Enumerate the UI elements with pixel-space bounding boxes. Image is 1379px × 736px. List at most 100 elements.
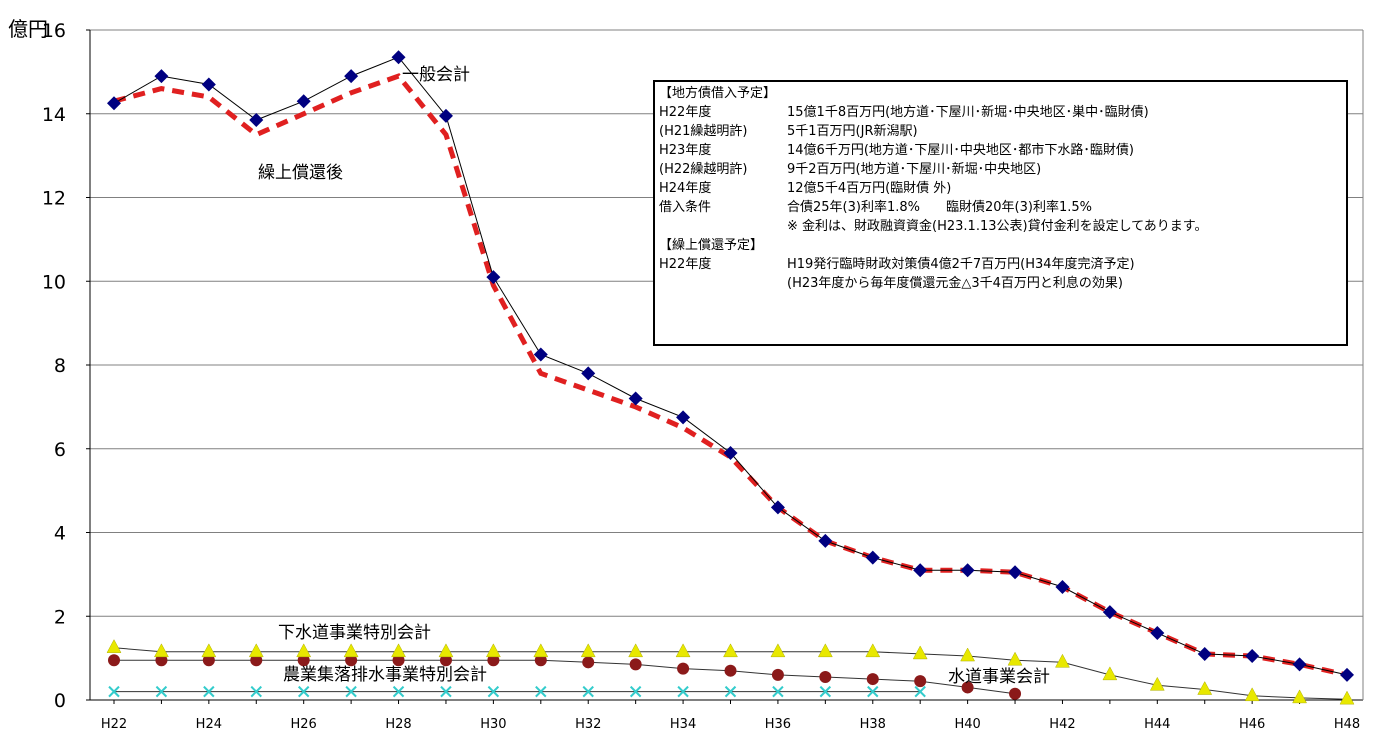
data-point-x [867,685,879,698]
notes-box: 【地方債借入予定】 H22年度 15億1千8百万円(地方道･下屋川･新堀･中央地… [653,80,1348,346]
data-point-triangle [723,643,738,658]
data-point-x [487,685,500,698]
notes-row: 借入条件 合債25年(3)利率1.8% 臨財債20年(3)利率1.5% [659,198,1342,217]
notes-row: (H22繰越明許) 9千2百万円(地方道･下屋川･新堀･中央地区) [659,160,1342,179]
data-point-triangle [770,643,786,658]
data-point-diamond [154,69,169,84]
data-point-diamond [1150,626,1165,640]
data-point-x [155,685,168,698]
series-3 [108,654,1022,700]
data-point-circle [155,654,168,667]
series-0 [107,50,1354,682]
data-point-triangle [296,643,312,658]
data-point-circle [771,668,784,681]
x-tick-label: H26 [291,717,317,732]
notes-remark: ※ 金利は、財政融資資金(H23.1.13公表)貸付金利を設定してあります。 [659,217,1342,236]
data-point-triangle [675,643,691,658]
data-point-diamond [249,113,264,128]
x-tick-label: H48 [1334,717,1360,732]
data-point-triangle [628,643,644,658]
x-tick-label: H32 [575,717,601,732]
data-point-triangle [106,639,122,653]
notes-remark-text: ※ 金利は、財政融資資金(H23.1.13公表)貸付金利を設定してあります。 [787,219,1208,234]
notes-remark-indent [659,217,787,236]
data-point-x [724,685,737,698]
notes-row-label: 借入条件 [659,200,712,215]
annotation-rural-sewer-account: 農業集落排水事業特別会計 [283,665,487,685]
y-tick-label: 8 [54,355,66,377]
notes-row-text: 14億6千万円(地方道･下屋川･中央地区･都市下水路･臨財債) [787,143,1134,158]
data-point-x [772,685,784,698]
data-point-triangle [817,643,833,658]
data-point-triangle [201,643,217,658]
notes-row-label: H22年度 [659,257,712,272]
data-point-diamond [107,96,121,111]
notes-row-text: 12億5千4百万円(臨財債 外) [787,181,952,196]
data-point-x [629,685,642,698]
notes-row: (H23年度から毎年度償還元金△3千4百万円と利息の効果) [659,274,1342,293]
y-tick-label: 10 [42,271,66,293]
data-point-triangle [1292,689,1307,704]
notes-row-text: 15億1千8百万円(地方道･下屋川･新堀･中央地区･巣中･臨財債) [787,105,1149,120]
data-point-circle [534,654,547,667]
y-tick-label: 0 [54,690,66,712]
data-point-x [250,685,262,698]
data-point-triangle [343,643,359,658]
data-point-circle [108,654,120,667]
x-tick-label: H42 [1049,717,1075,732]
data-point-diamond [581,366,596,381]
data-point-x [108,685,120,698]
data-point-circle [250,654,263,667]
x-tick-label: H30 [480,717,506,732]
data-point-x [297,685,310,698]
data-point-triangle [1197,681,1213,695]
data-point-x [819,685,832,698]
y-axis-unit-label: 億円 [8,17,48,41]
data-point-diamond [1197,646,1212,661]
notes-row-label: H24年度 [659,181,712,196]
notes-row-label: H23年度 [659,143,712,158]
data-point-diamond [960,563,975,578]
data-point-x [440,685,452,698]
data-point-diamond [486,270,501,285]
annotation-water-account: 水道事業会計 [948,667,1050,687]
data-point-diamond [391,50,406,65]
data-point-circle [819,670,832,683]
annotation-after-repayment: 繰上償還後 [258,163,343,183]
series-4 [108,685,926,698]
data-point-circle [202,654,215,667]
data-point-circle [866,673,879,686]
data-point-diamond [296,94,311,109]
notes-row-label [659,274,787,293]
axes [86,29,1364,704]
data-point-triangle [960,647,976,662]
data-point-diamond [770,500,785,515]
y-tick-label: 12 [42,188,66,210]
notes-row-text: 5千1百万円(JR新潟駅) [787,124,918,139]
data-point-diamond [201,77,216,92]
data-point-diamond [1245,649,1260,664]
notes-row: H23年度 14億6千万円(地方道･下屋川･中央地区･都市下水路･臨財債) [659,141,1342,160]
data-point-diamond [1008,565,1023,580]
data-point-triangle [580,643,596,658]
data-point-triangle [391,643,406,658]
data-point-triangle [154,643,169,658]
data-point-triangle [912,645,928,660]
data-point-diamond [676,410,691,425]
data-point-diamond [865,550,880,565]
series-line-after-repayment [113,73,1348,678]
data-point-circle [961,681,974,694]
x-tick-label: H38 [860,717,886,732]
data-point-triangle [1102,666,1118,681]
tick-labels: 0 2 4 6 8 10 12 14 16 H22 H24 H26 H28 H30 H32 H34 H36 H38… [42,20,1360,732]
y-tick-label: 2 [54,606,66,628]
x-tick-label: H24 [196,717,222,732]
data-point-triangle [1339,690,1355,705]
data-point-circle [582,656,595,669]
data-point-diamond [1340,667,1354,682]
data-point-x [535,685,547,698]
notes-row: H22年度 H19発行臨時財政対策債4億2千7百万円(H34年度完済予定) [659,255,1342,274]
data-point-triangle [248,643,264,658]
data-point-triangle [1244,687,1260,702]
notes-row-text: (H23年度から毎年度償還元金△3千4百万円と利息の効果) [787,276,1124,291]
